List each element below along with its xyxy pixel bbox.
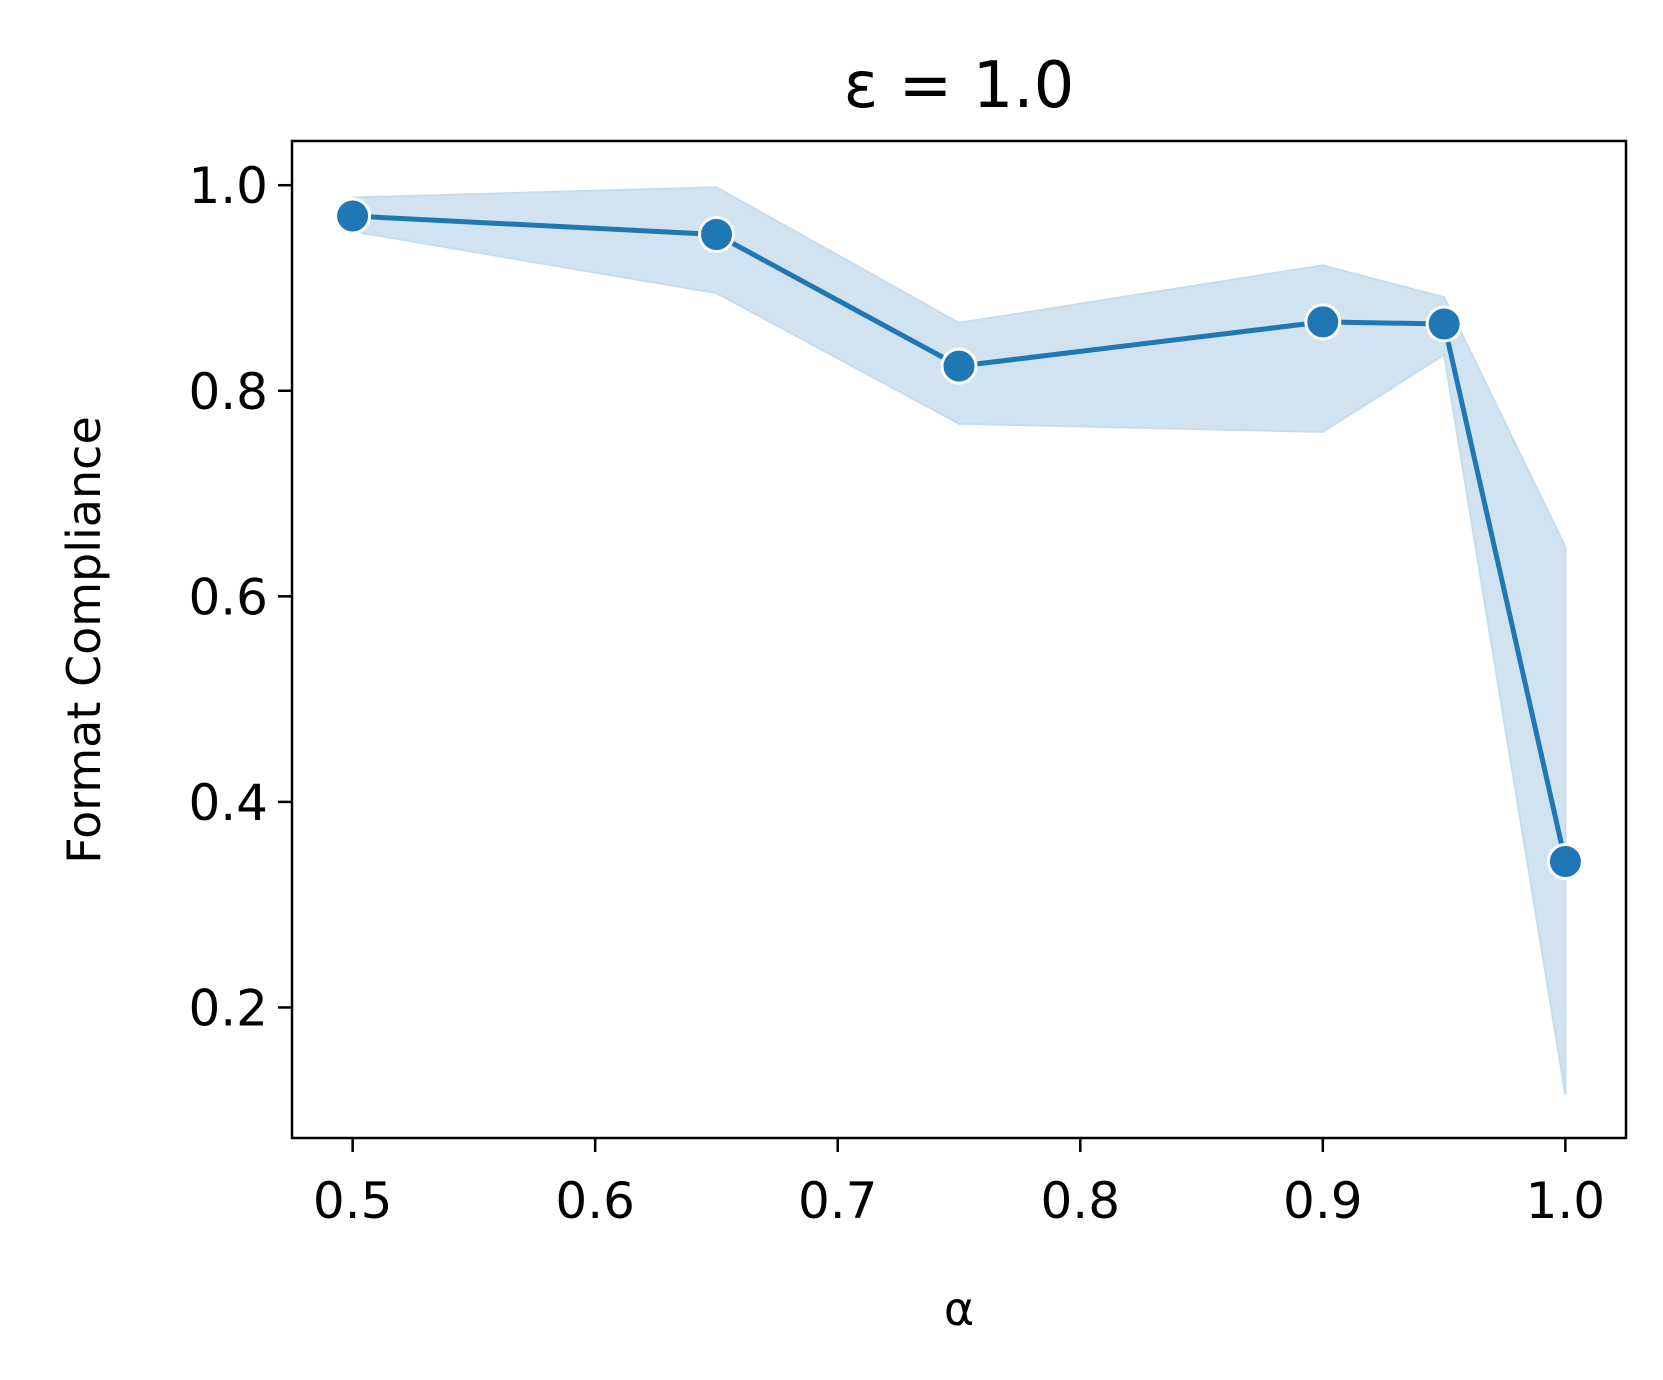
data-point	[1304, 303, 1342, 341]
marker-layer	[334, 197, 1584, 880]
y-tick-label: 0.6	[188, 568, 268, 626]
x-tick-label: 0.6	[555, 1172, 635, 1230]
x-tick-label: 1.0	[1526, 1172, 1606, 1230]
y-tick-label: 1.0	[188, 157, 268, 215]
data-point	[334, 197, 372, 235]
series-line-layer	[352, 213, 1568, 863]
y-axis: 0.2 0.4 0.6 0.8 1.0	[188, 157, 292, 1037]
x-axis: 0.5 0.6 0.7 0.8 0.9 1.0	[313, 1138, 1605, 1230]
y-axis-label: Format Compliance	[57, 416, 111, 864]
x-tick-label: 0.8	[1041, 1172, 1121, 1230]
series-line	[352, 213, 1568, 863]
x-tick-label: 0.7	[798, 1172, 878, 1230]
y-tick-label: 0.4	[188, 774, 268, 832]
y-tick-label: 0.2	[188, 979, 268, 1037]
x-tick-label: 0.5	[313, 1172, 393, 1230]
x-tick-label: 0.9	[1283, 1172, 1363, 1230]
data-point	[940, 347, 978, 385]
x-axis-label: α	[944, 1282, 974, 1336]
data-point	[1546, 843, 1584, 880]
data-point	[698, 216, 735, 253]
confidence-band-layer	[351, 186, 1567, 1095]
chart-title: ε = 1.0	[844, 49, 1075, 123]
confidence-band	[351, 186, 1567, 1095]
plot-area	[290, 139, 1628, 1140]
data-point	[1425, 305, 1463, 343]
y-tick-label: 0.8	[188, 363, 268, 421]
